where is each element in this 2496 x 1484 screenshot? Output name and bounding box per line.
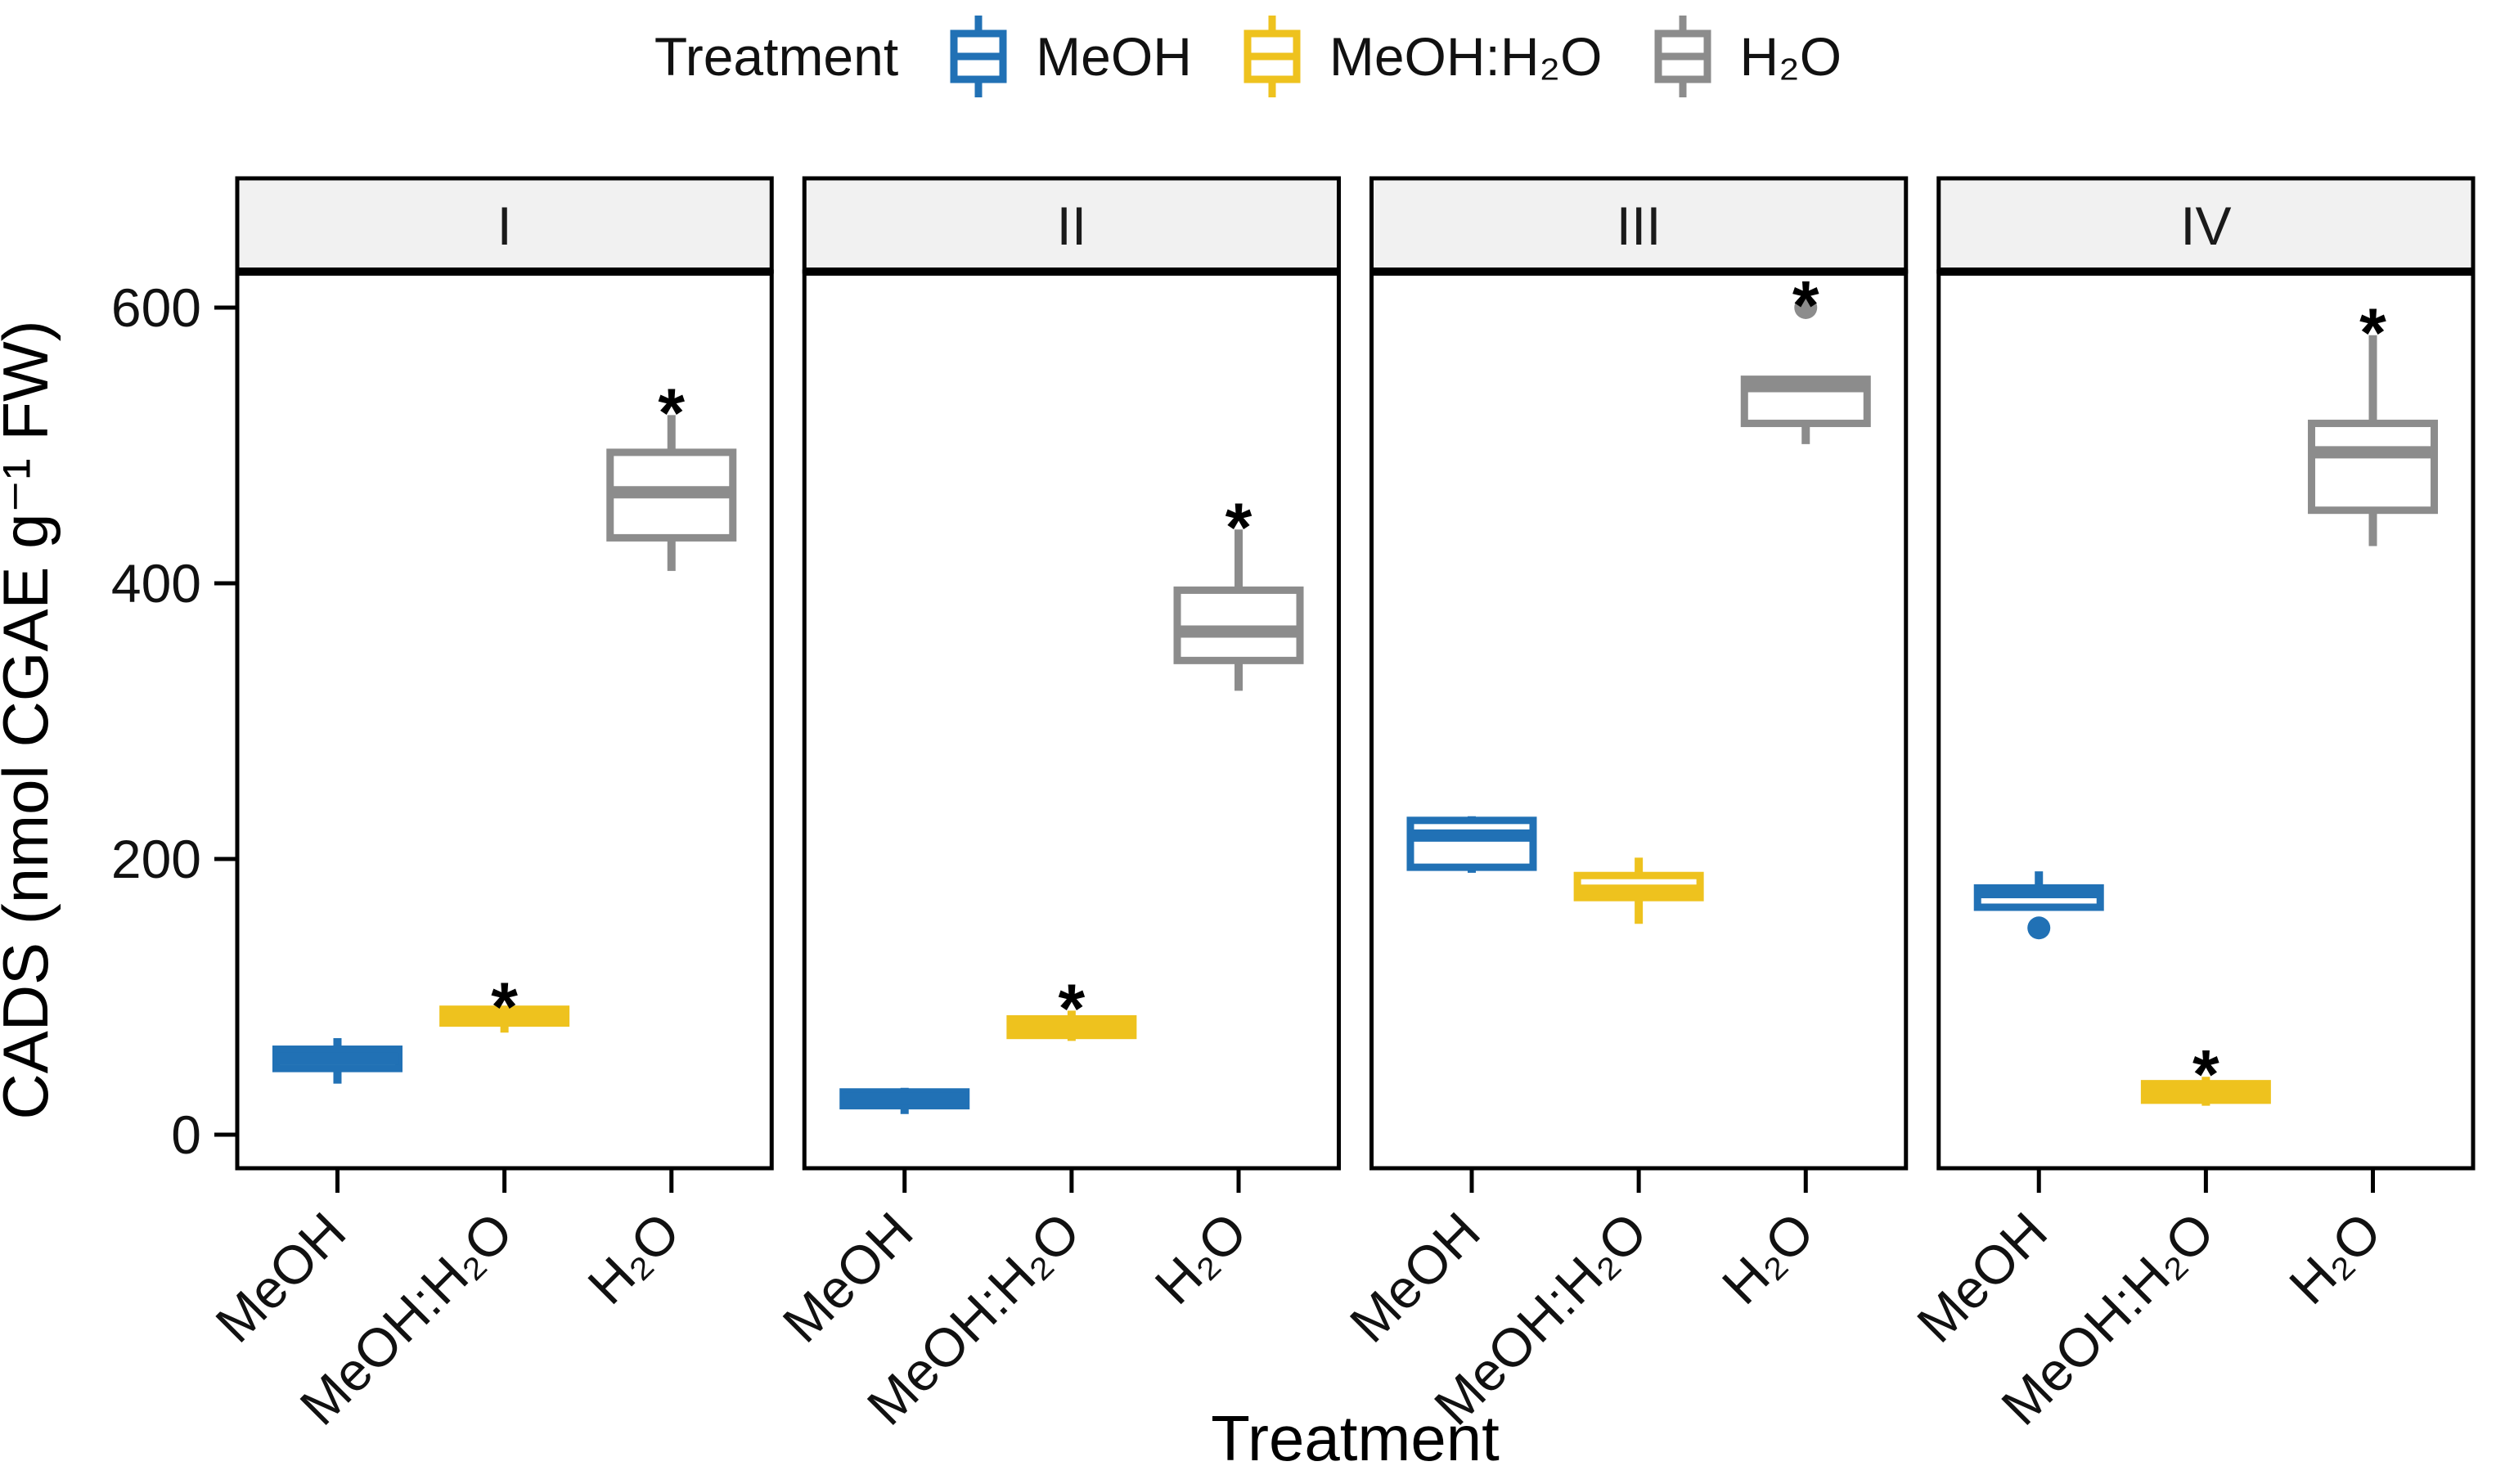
x-axis-tick-label: H₂O: [1143, 1201, 1257, 1315]
facet-strip: [1936, 176, 2476, 274]
boxplot-key-icon: [1244, 16, 1301, 97]
panel-top-rule: [803, 268, 1341, 276]
x-axis-tick-label: MeOH: [1338, 1201, 1491, 1354]
x-axis-tick-label: MeOH: [204, 1201, 357, 1354]
y-axis-tick-label: 600: [111, 277, 201, 338]
boxplot-IV-MeOH:H₂O: *: [2140, 1036, 2271, 1113]
facet-strip-label: I: [497, 196, 511, 256]
legend-label: MeOH: [1036, 26, 1192, 87]
x-axis-title: Treatment: [1211, 1402, 1500, 1474]
x-axis-tick-label: H₂O: [576, 1201, 690, 1315]
significance-asterisk: *: [2359, 295, 2386, 371]
panel-top-rule: [1936, 268, 2475, 276]
iqr-box: [1173, 586, 1304, 664]
significance-asterisk: *: [658, 374, 685, 451]
boxplot-II-MeOH: [839, 1087, 970, 1114]
legend: Treatment MeOH MeOH:H₂O: [0, 3, 2496, 110]
x-axis-tick-label: MeOH: [771, 1201, 924, 1354]
legend-label: H₂O: [1739, 26, 1842, 87]
boxplot-II-MeOH:H₂O: *: [1006, 969, 1137, 1046]
outlier-point: [2027, 916, 2051, 940]
boxplot-III-H₂O: *: [1740, 267, 1871, 444]
legend-title: Treatment: [654, 26, 899, 87]
significance-asterisk: *: [1059, 969, 1086, 1046]
panel-border: [1936, 269, 2476, 1171]
legend-item-meoh-h2o: MeOH:H₂O: [1238, 14, 1603, 99]
significance-asterisk: *: [491, 969, 518, 1046]
significance-asterisk: *: [1226, 488, 1252, 565]
panel-top-rule: [236, 268, 774, 276]
x-axis-tick-label: H₂O: [1711, 1201, 1825, 1315]
x-axis-tick-label: H₂O: [2278, 1201, 2392, 1315]
boxplot-key-icon: [1654, 16, 1711, 97]
iqr-box: [2308, 420, 2439, 515]
boxplot-I-MeOH: [272, 1038, 403, 1084]
y-axis: 0 200 400 600: [111, 277, 237, 1165]
facet-strip-label: III: [1617, 196, 1662, 256]
y-axis-tick-label: 400: [111, 553, 201, 614]
legend-label: MeOH:H₂O: [1329, 26, 1603, 87]
legend-item-h2o: H₂O: [1648, 14, 1842, 99]
y-axis-tick-label: 200: [111, 829, 201, 889]
facet-strip-label: IV: [2180, 196, 2231, 256]
boxplot-I-MeOH:H₂O: *: [439, 969, 570, 1046]
significance-asterisk: *: [2192, 1036, 2219, 1113]
boxplot-I-H₂O: *: [606, 374, 737, 571]
facet-strip: [802, 176, 1341, 274]
legend-item-meoh: MeOH: [944, 14, 1192, 99]
boxplot-key-icon: [950, 16, 1007, 97]
boxplot-IV-H₂O: *: [2308, 295, 2439, 546]
panel-top-rule: [1369, 268, 1908, 276]
boxplot-III-MeOH:H₂O: [1573, 857, 1704, 924]
y-axis-tick-label: 0: [171, 1104, 201, 1165]
boxplot-IV-MeOH: [1973, 871, 2104, 940]
outlier-point: [1794, 296, 1818, 319]
boxplot-II-H₂O: *: [1173, 488, 1304, 691]
facet-strip-label: II: [1057, 196, 1087, 256]
boxplot-III-MeOH: [1406, 816, 1537, 873]
iqr-box: [1406, 816, 1537, 871]
significance-asterisk: *: [1792, 267, 1819, 344]
y-axis-title: CADS (nmol CGAE g⁻¹ FW): [0, 320, 61, 1119]
x-axis-tick-label: MeOH: [1905, 1201, 2058, 1354]
